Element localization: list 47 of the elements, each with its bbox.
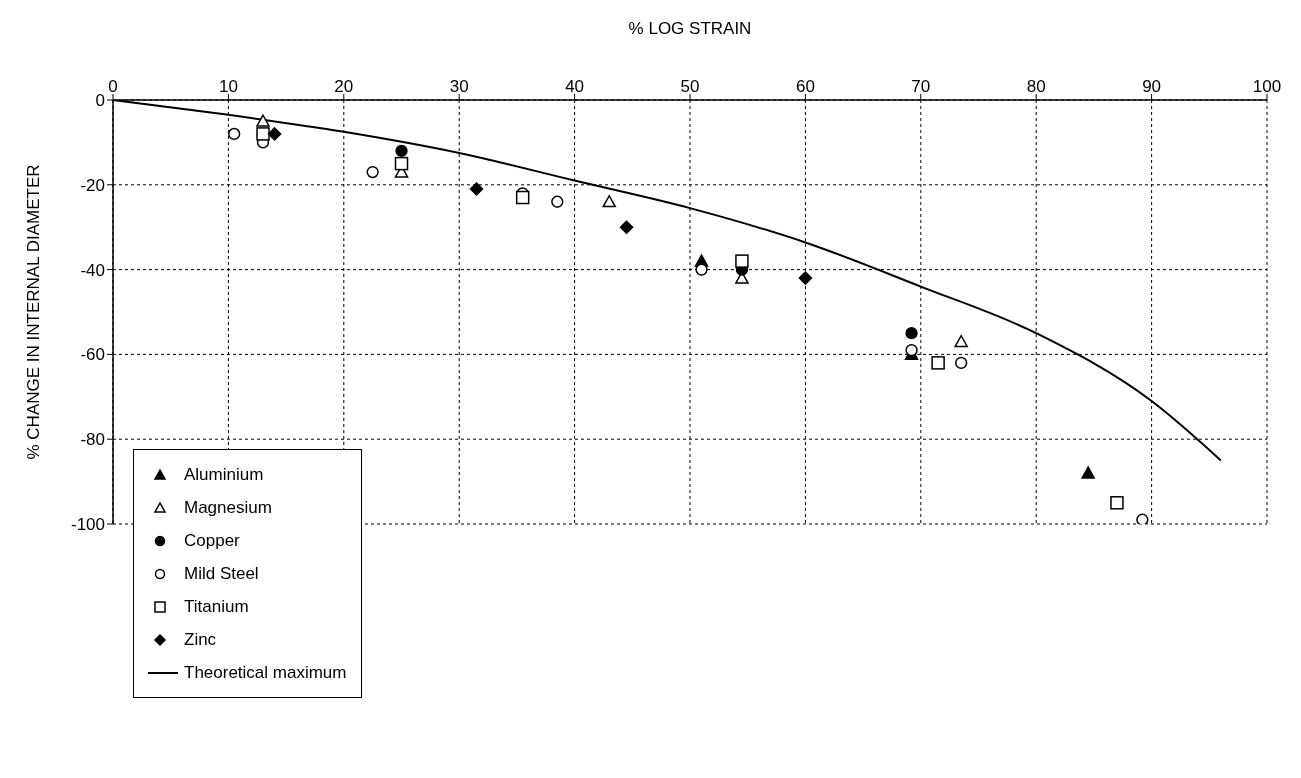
x-axis-title: % LOG STRAIN [628, 19, 752, 39]
y-tick-label: 0 [95, 91, 105, 111]
point [955, 356, 968, 370]
point [954, 334, 968, 348]
x-tick-label: 90 [1142, 77, 1162, 96]
legend-label: Aluminium [184, 464, 264, 485]
point [366, 165, 379, 179]
legend-label: Copper [184, 530, 240, 551]
x-tick-label: 70 [911, 77, 931, 96]
x-tick-label: 0 [108, 77, 118, 96]
point [515, 190, 530, 205]
point [256, 114, 270, 127]
point [395, 144, 408, 158]
point [1081, 466, 1095, 479]
point [735, 254, 749, 268]
point [619, 220, 634, 234]
y-axis-title: % CHANGE IN INTERNAL DIAMETER [24, 164, 44, 460]
point [256, 127, 270, 141]
x-tick-label: 100 [1252, 77, 1282, 96]
x-tick-label: 60 [795, 77, 815, 96]
legend-label: Titanium [184, 596, 249, 617]
point [394, 156, 409, 171]
x-tick-label: 30 [449, 77, 469, 96]
x-tick-label: 80 [1026, 77, 1046, 96]
x-tick-label: 50 [680, 77, 700, 96]
point [1136, 513, 1149, 524]
x-tick-label: 40 [565, 77, 585, 96]
y-tick-label: -20 [80, 175, 105, 195]
point [267, 127, 282, 141]
y-tick-label: -40 [80, 260, 105, 280]
point [1110, 496, 1124, 510]
point [905, 327, 918, 340]
y-tick-label: -60 [80, 345, 105, 365]
point [551, 195, 564, 208]
legend-label: Magnesium [184, 497, 272, 518]
y-tick-label: -80 [80, 430, 105, 450]
x-tick-label: 20 [334, 77, 354, 96]
legend-label: Zinc [184, 629, 217, 650]
point [602, 195, 616, 208]
legend-label: Theoretical maximum [184, 662, 347, 683]
point [469, 182, 484, 196]
point [228, 127, 241, 141]
point [931, 356, 945, 370]
x-tick-label: 10 [218, 77, 238, 96]
legend-label: Mild Steel [184, 563, 259, 584]
y-tick-label: -100 [70, 515, 105, 535]
point [798, 271, 813, 285]
